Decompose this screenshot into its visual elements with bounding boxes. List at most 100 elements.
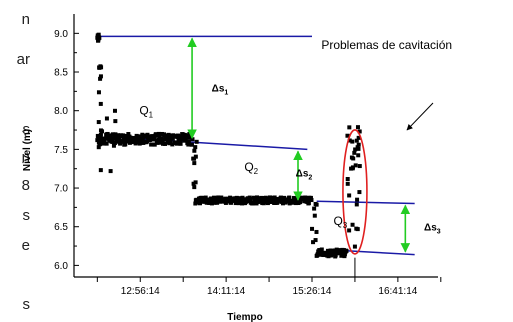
data-point	[254, 197, 258, 202]
data-series	[95, 32, 362, 277]
annotation-label: Problemas de cavitación	[321, 38, 452, 52]
annotations: Q1 Q2 Q3 Δs1 Δs2 Δs3 Problemas de cavitación	[139, 38, 452, 236]
level-lines	[97, 35, 415, 256]
data-point	[344, 248, 349, 253]
page-text-fragment: n	[21, 149, 30, 166]
data-point	[96, 90, 101, 95]
data-point	[355, 125, 360, 130]
data-point	[357, 129, 362, 134]
annotation-subscript: 2	[254, 167, 259, 176]
data-point	[117, 137, 122, 142]
data-point	[355, 145, 360, 150]
data-point	[186, 142, 191, 147]
data-point	[234, 195, 239, 200]
annotation-label: Q3	[333, 214, 347, 230]
data-point	[148, 137, 153, 142]
y-tick-label: 8.5	[54, 68, 68, 79]
page-text-fragment: s	[22, 121, 31, 138]
data-point	[107, 133, 112, 138]
data-point	[104, 141, 109, 146]
data-point	[134, 133, 139, 138]
annotation-label: Δs3	[424, 223, 441, 236]
data-point	[98, 133, 103, 138]
data-point	[135, 136, 140, 141]
annotation-label: Δs2	[296, 168, 313, 181]
data-point	[96, 120, 101, 125]
data-point	[319, 247, 324, 252]
data-point	[142, 134, 147, 139]
data-point	[310, 226, 315, 231]
data-point	[166, 132, 171, 137]
data-point	[95, 133, 100, 138]
data-point	[159, 136, 164, 141]
data-point	[314, 202, 319, 207]
data-point	[98, 168, 103, 173]
data-point	[345, 181, 350, 186]
data-point	[161, 141, 166, 146]
annotation-label: Q2	[244, 160, 258, 176]
data-point	[186, 139, 191, 144]
data-point	[140, 138, 145, 143]
data-point	[96, 145, 101, 150]
cavitation-pointer	[406, 102, 434, 131]
data-point	[206, 197, 211, 202]
data-point	[136, 134, 141, 139]
data-point	[170, 136, 175, 141]
data-point	[192, 185, 197, 190]
data-point	[354, 226, 359, 231]
data-point	[167, 141, 172, 146]
data-point	[228, 195, 233, 200]
data-point	[272, 195, 277, 200]
data-point	[152, 142, 157, 147]
data-point	[183, 137, 188, 142]
page-text-fragment: s	[22, 207, 31, 224]
data-point	[157, 134, 162, 139]
data-point	[154, 132, 159, 137]
data-point	[108, 169, 113, 174]
data-point	[194, 139, 199, 144]
data-point	[251, 200, 256, 205]
data-point	[112, 108, 117, 113]
data-point	[352, 150, 357, 155]
data-point	[98, 101, 103, 106]
page-text-fragment: ar	[16, 51, 30, 68]
data-point	[347, 138, 352, 143]
data-point	[333, 253, 338, 258]
data-point	[255, 200, 260, 205]
data-point	[312, 206, 317, 211]
data-point	[96, 137, 101, 142]
data-point	[96, 37, 101, 42]
data-point	[133, 141, 138, 146]
data-point	[349, 155, 354, 160]
data-point	[345, 133, 350, 138]
data-point	[113, 119, 118, 124]
page-text-fragment: s	[22, 296, 31, 313]
annotation-subscript: 1	[224, 89, 228, 96]
annotation-subscript: 3	[343, 221, 348, 230]
data-point	[352, 244, 357, 249]
data-point	[191, 181, 196, 186]
data-point	[126, 132, 131, 137]
data-point	[355, 197, 360, 202]
page-text-fragment: n	[21, 11, 30, 28]
data-point	[158, 140, 163, 145]
data-point	[317, 248, 322, 253]
data-point	[227, 198, 232, 203]
data-point	[357, 190, 362, 195]
data-point	[309, 198, 314, 203]
data-point	[161, 137, 166, 142]
data-point	[98, 141, 103, 146]
data-point	[111, 143, 116, 148]
data-point	[193, 201, 198, 206]
data-point	[123, 136, 128, 141]
data-point	[168, 139, 173, 144]
x-tick-label: 12:56:14	[121, 286, 160, 297]
data-point	[350, 139, 355, 144]
data-point	[219, 195, 224, 200]
data-point	[341, 248, 346, 253]
data-point	[350, 166, 355, 171]
data-point	[192, 156, 197, 161]
data-point	[314, 229, 319, 234]
y-tick-label: 6.0	[54, 261, 68, 272]
axis-ticks: 6.0 6.5 7.0 7.5 8.0 8.5 9.0 12:56:14 14:11:14 15:…	[54, 29, 442, 297]
